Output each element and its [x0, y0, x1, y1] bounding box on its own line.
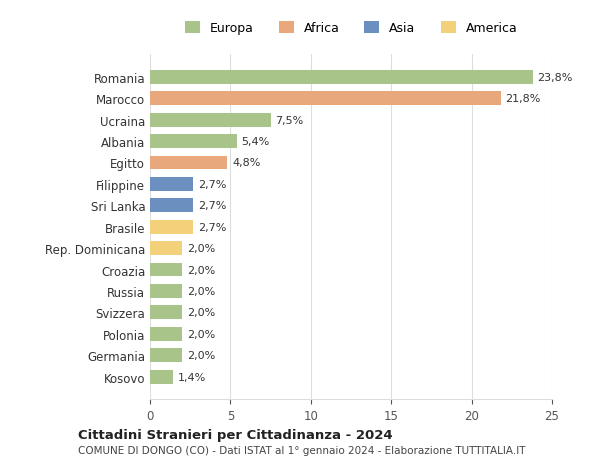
Bar	[150, 220, 193, 234]
Text: 1,4%: 1,4%	[178, 372, 206, 382]
Text: 2,0%: 2,0%	[187, 350, 215, 360]
Bar	[150, 92, 500, 106]
Bar	[150, 241, 182, 256]
Bar	[150, 135, 237, 149]
Text: 4,8%: 4,8%	[232, 158, 260, 168]
Text: COMUNE DI DONGO (CO) - Dati ISTAT al 1° gennaio 2024 - Elaborazione TUTTITALIA.I: COMUNE DI DONGO (CO) - Dati ISTAT al 1° …	[78, 446, 526, 455]
Text: 2,0%: 2,0%	[187, 286, 215, 296]
Legend: Europa, Africa, Asia, America: Europa, Africa, Asia, America	[179, 17, 523, 40]
Bar	[150, 156, 227, 170]
Text: 7,5%: 7,5%	[275, 115, 304, 125]
Text: 2,7%: 2,7%	[198, 222, 227, 232]
Text: 2,0%: 2,0%	[187, 265, 215, 275]
Bar	[150, 284, 182, 298]
Text: 2,0%: 2,0%	[187, 244, 215, 253]
Text: Cittadini Stranieri per Cittadinanza - 2024: Cittadini Stranieri per Cittadinanza - 2…	[78, 428, 392, 442]
Text: 2,7%: 2,7%	[198, 179, 227, 190]
Text: 21,8%: 21,8%	[505, 94, 541, 104]
Text: 5,4%: 5,4%	[242, 137, 270, 147]
Bar	[150, 327, 182, 341]
Bar	[150, 306, 182, 319]
Bar	[150, 263, 182, 277]
Bar	[150, 199, 193, 213]
Text: 2,7%: 2,7%	[198, 201, 227, 211]
Bar	[150, 71, 533, 84]
Bar	[150, 113, 271, 127]
Text: 2,0%: 2,0%	[187, 308, 215, 318]
Bar	[150, 178, 193, 191]
Bar	[150, 370, 173, 384]
Text: 23,8%: 23,8%	[538, 73, 573, 83]
Text: 2,0%: 2,0%	[187, 329, 215, 339]
Bar	[150, 348, 182, 362]
